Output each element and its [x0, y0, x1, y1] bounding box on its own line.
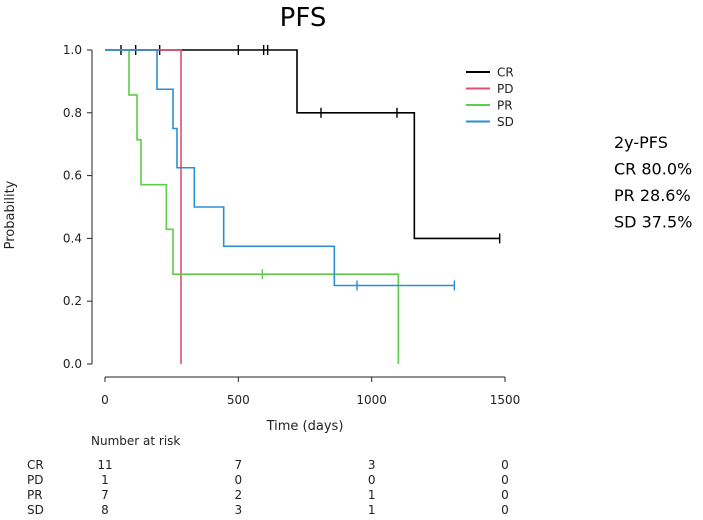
risk-count: 3	[368, 458, 376, 472]
plot-area	[105, 45, 501, 364]
risk-count: 3	[235, 503, 243, 517]
risk-count: 1	[368, 488, 376, 502]
y-axis-title: Probability	[3, 180, 18, 249]
risk-count: 7	[235, 458, 243, 472]
series-line-pr	[105, 49, 400, 364]
series-pr	[105, 49, 400, 364]
annotation-line: SD 37.5%	[614, 213, 692, 232]
risk-count: 0	[368, 473, 376, 487]
risk-row-label: PR	[27, 488, 43, 502]
pfs-annotation: 2y-PFS CR 80.0% PR 28.6% SD 37.5%	[614, 133, 692, 232]
annotation-line: CR 80.0%	[614, 160, 692, 179]
risk-count: 8	[101, 503, 109, 517]
series-cr	[105, 45, 501, 244]
x-axis-title: Time (days)	[266, 419, 344, 434]
x-tick-label: 500	[227, 393, 250, 407]
series-line-sd	[105, 49, 455, 287]
x-tick-label: 1000	[356, 393, 387, 407]
risk-count: 0	[501, 473, 509, 487]
legend-label: CR	[497, 66, 514, 80]
risk-row-label: SD	[27, 503, 44, 517]
chart-title: PFS	[280, 3, 327, 33]
series-line-cr	[105, 49, 500, 240]
series-sd	[105, 49, 456, 291]
axes: 0.0 0.2 0.4 0.6 0.8 1.0 0 500 1000 1500	[63, 43, 520, 407]
y-tick-label: 0.6	[63, 169, 82, 183]
risk-row-label: CR	[27, 458, 44, 472]
y-tick-label: 0.4	[63, 231, 82, 245]
legend-label: PR	[497, 99, 513, 113]
x-tick-label: 1500	[490, 393, 521, 407]
legend-label: SD	[497, 115, 514, 129]
series-pd	[105, 49, 182, 364]
y-tick-label: 0.0	[63, 357, 82, 371]
risk-table-title: Number at risk	[91, 434, 180, 448]
annotation-line: 2y-PFS	[614, 133, 668, 152]
risk-count: 2	[235, 488, 243, 502]
risk-row-label: PD	[27, 473, 43, 487]
risk-count: 11	[97, 458, 112, 472]
risk-count: 1	[368, 503, 376, 517]
risk-count: 0	[501, 458, 509, 472]
series-line-pd	[105, 49, 182, 364]
annotation-line: PR 28.6%	[614, 186, 691, 205]
legend: CR PD PR SD	[466, 66, 514, 129]
risk-count: 0	[235, 473, 243, 487]
y-tick-label: 1.0	[63, 43, 82, 57]
y-tick-label: 0.8	[63, 106, 82, 120]
x-tick-label: 0	[101, 393, 109, 407]
risk-count: 0	[501, 488, 509, 502]
y-tick-label: 0.2	[63, 294, 82, 308]
risk-count: 1	[101, 473, 109, 487]
legend-label: PD	[497, 82, 513, 96]
risk-count: 7	[101, 488, 109, 502]
risk-count: 0	[501, 503, 509, 517]
